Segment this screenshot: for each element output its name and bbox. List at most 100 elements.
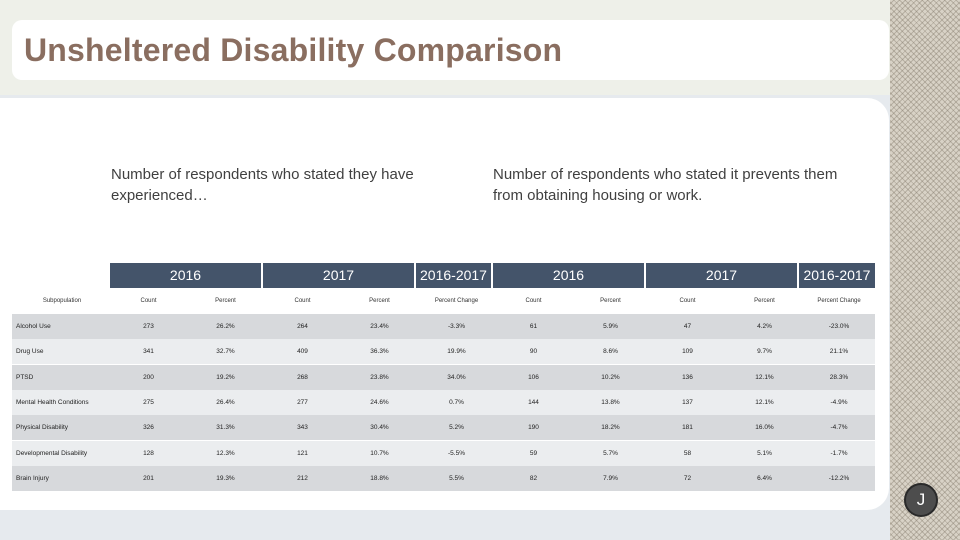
table-cell: 5.1% [757, 449, 772, 457]
table-cell: -1.7% [830, 449, 848, 457]
table-cell: 8.6% [603, 348, 618, 356]
page-title: Unsheltered Disability Comparison [24, 32, 563, 68]
table-cell: 190 [528, 424, 539, 432]
table-cell: 16.0% [755, 424, 774, 432]
table-row: Mental Health Conditions 275 26.4% 277 24.6%… [12, 389, 875, 415]
title-box: Unsheltered Disability Comparison [12, 20, 889, 80]
note-experienced: Number of respondents who stated they ha… [111, 166, 414, 204]
table-cell: 10.7% [370, 449, 389, 457]
table-cell: 277 [297, 398, 308, 406]
table-cell: 19.2% [216, 373, 235, 381]
table-cell: 26.4% [216, 398, 235, 406]
table-cell: -3.3% [448, 323, 465, 330]
column-header: Percent Change [434, 298, 479, 304]
table-cell: 0.7% [449, 398, 464, 406]
table-cell: 72 [683, 474, 692, 482]
table-row: Brain Injury 201 19.3% 212 18.8% 5.5% 82 7.9% 72… [12, 465, 875, 491]
table-cell: -12.2% [828, 474, 850, 482]
table-cell: 109 [682, 348, 693, 356]
table-cell: 18.8% [370, 474, 389, 482]
table-cell: 326 [143, 424, 154, 432]
table-cell: 13.8% [601, 398, 620, 406]
table-cell: 61 [529, 323, 538, 330]
table-row: Alcohol Use 273 26.2% 264 23.4% -3.3% 61 5.9% 47… [12, 314, 875, 339]
row-label: Physical Disability [16, 424, 69, 432]
table-cell: 341 [143, 348, 154, 356]
column-header: Percent [754, 298, 775, 304]
table-row: Developmental Disability 128 12.3% 121 10.7%… [12, 440, 875, 466]
table-cell: 5.7% [603, 449, 618, 457]
table-cell: 90 [529, 348, 538, 356]
table-cell: 9.7% [757, 348, 772, 356]
table-cell: 10.2% [601, 373, 620, 381]
table-cell: -4.9% [830, 398, 848, 406]
table-cell: 28.3% [829, 373, 849, 381]
table-cell: 128 [143, 449, 154, 457]
table-cell: 212 [297, 474, 308, 482]
year-header-2016-prevents: 2016 [493, 263, 646, 288]
note-prevents: Number of respondents who stated it prev… [493, 166, 838, 204]
table-cell: 275 [143, 398, 154, 406]
table-cell: 5.9% [603, 323, 618, 330]
table-cell: 58 [683, 449, 692, 457]
table-cell: 121 [297, 449, 308, 457]
table-cell: 343 [297, 424, 308, 432]
decorative-stripe [890, 0, 960, 540]
table-cell: 144 [528, 398, 539, 406]
table-cell: 31.3% [216, 424, 235, 432]
column-header: Percent [215, 298, 236, 304]
column-header: Count [140, 298, 157, 304]
table-cell: 34.0% [447, 373, 466, 381]
table-row: PTSD 200 19.2% 268 23.8% 34.0% 106 10.2% 136 12.1… [12, 364, 875, 390]
column-header: Count [525, 298, 542, 304]
table-cell: 273 [143, 323, 154, 330]
year-header-change-experienced: 2016-2017 [416, 263, 493, 288]
table-cell: 106 [528, 373, 539, 381]
table-cell: 5.5% [449, 474, 464, 482]
presenter-badge: J [904, 483, 938, 517]
table-cell: 18.2% [601, 424, 620, 432]
table-cell: 136 [682, 373, 693, 381]
table-cell: 137 [682, 398, 693, 406]
table-cell: 7.9% [603, 474, 618, 482]
row-label: Developmental Disability [16, 449, 88, 457]
table-row: Drug Use 341 32.7% 409 36.3% 19.9% 90 8.6% 109 9.… [12, 339, 875, 365]
table-cell: 19.3% [216, 474, 235, 482]
table-cell: 19.9% [447, 348, 466, 356]
table-cell: 12.1% [755, 398, 774, 406]
row-label: Mental Health Conditions [16, 398, 89, 406]
table-row: Physical Disability 326 31.3% 343 30.4% 5.2% 1… [12, 415, 875, 441]
year-header-2017-prevents: 2017 [646, 263, 799, 288]
row-label: Drug Use [16, 348, 44, 356]
table-cell: 47 [683, 323, 692, 330]
table-cell: -5.5% [448, 449, 465, 457]
column-header: Subpopulation [42, 298, 82, 304]
table-cell: 23.4% [370, 323, 389, 330]
table-cell: 36.3% [370, 348, 389, 356]
table-cell: 4.2% [757, 323, 772, 330]
table-cell: 82 [529, 474, 538, 482]
year-header-2017-experienced: 2017 [263, 263, 416, 288]
table-cell: 21.1% [829, 348, 849, 356]
table-cell: -23.0% [828, 323, 850, 330]
row-label: PTSD [16, 373, 34, 381]
column-header: Percent [369, 298, 390, 304]
table-cell: 32.7% [216, 348, 235, 356]
table-cell: 23.8% [370, 373, 389, 381]
table-cell: 268 [297, 373, 308, 381]
table-cell: 181 [682, 424, 693, 432]
year-header-change-prevents: 2016-2017 [799, 263, 875, 288]
table-cell: 5.2% [449, 424, 464, 432]
column-header: Count [679, 298, 696, 304]
row-label: Brain Injury [16, 474, 49, 482]
table-cell: 200 [143, 373, 154, 381]
table-cell: 6.4% [757, 474, 772, 482]
column-header: Percent Change [817, 298, 861, 304]
table-cell: 26.2% [216, 323, 235, 330]
table-cell: 30.4% [370, 424, 389, 432]
column-header: Percent [600, 298, 621, 304]
table-cell: 12.3% [216, 449, 235, 457]
column-header-row: Subpopulation Count Percent Count Percen… [12, 289, 875, 313]
table-cell: 12.1% [755, 373, 774, 381]
table-cell: 59 [529, 449, 538, 457]
